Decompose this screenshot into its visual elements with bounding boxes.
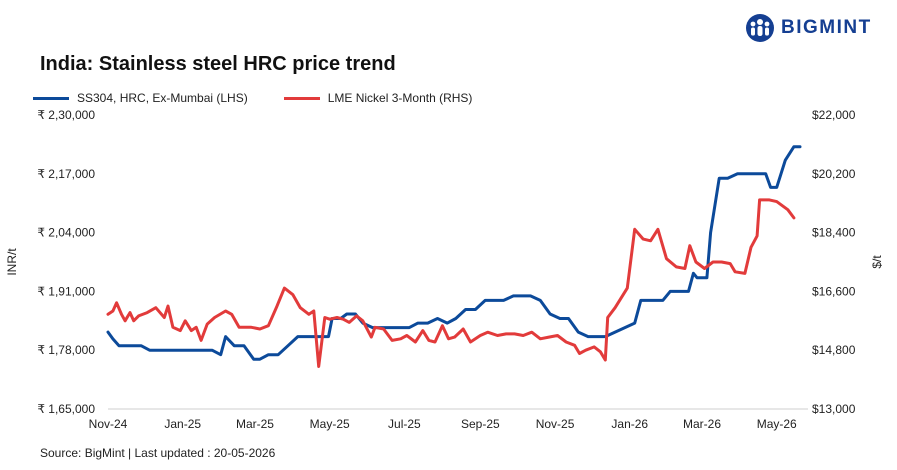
series-line-ss304: [106, 145, 802, 361]
people-group-icon: [746, 14, 774, 42]
x-axis-ticks: Nov-24 Jan-25 Mar-25 May-25 Jul-25 Sep-25 Nov-…: [89, 417, 797, 431]
x-tick-label: Jan-26: [611, 417, 648, 431]
right-tick-label: $20,200: [812, 167, 856, 181]
source-note: Source: BigMint | Last updated : 20-05-2…: [40, 446, 276, 460]
chart-legend: SS304, HRC, Ex-Mumbai (LHS) LME Nickel 3…: [33, 91, 508, 105]
left-tick-label: ₹ 1,91,000: [37, 284, 95, 298]
x-tick-label: May-25: [310, 417, 350, 431]
left-tick-label: ₹ 2,04,000: [37, 226, 95, 240]
legend-item-nickel: LME Nickel 3-Month (RHS): [283, 91, 473, 105]
brand-logo: BIGMINT: [745, 12, 885, 44]
left-tick-label: ₹ 2,30,000: [37, 108, 95, 122]
right-axis-label: $/t: [870, 255, 884, 269]
x-tick-label: Jul-25: [388, 417, 421, 431]
right-tick-label: $22,000: [812, 108, 856, 122]
right-axis-ticks: $13,000 $14,800 $16,600 $18,400 $20,200 $22,0…: [812, 108, 856, 416]
legend-swatch-nickel: [283, 96, 320, 100]
series-lines: [106, 145, 802, 368]
left-tick-label: ₹ 2,17,000: [37, 167, 95, 181]
right-tick-label: $18,400: [812, 226, 856, 240]
x-tick-label: Mar-26: [683, 417, 721, 431]
legend-label-ss304: SS304, HRC, Ex-Mumbai (LHS): [77, 91, 248, 105]
legend-item-ss304: SS304, HRC, Ex-Mumbai (LHS): [33, 91, 248, 105]
x-tick-label: Nov-25: [536, 417, 575, 431]
series-line-nickel: [106, 198, 796, 368]
brand-name: BIGMINT: [781, 17, 872, 38]
x-tick-label: Jan-25: [164, 417, 201, 431]
right-tick-label: $14,800: [812, 343, 856, 357]
right-tick-label: $16,600: [812, 284, 856, 298]
left-axis-label: INR/t: [5, 248, 19, 276]
x-tick-label: May-26: [757, 417, 797, 431]
chart-title: India: Stainless steel HRC price trend: [40, 53, 396, 75]
legend-label-nickel: LME Nickel 3-Month (RHS): [327, 91, 473, 105]
left-axis-ticks: ₹ 1,65,000 ₹ 1,78,000 ₹ 1,91,000 ₹ 2,04,000…: [37, 108, 95, 416]
legend-swatch-ss304: [33, 96, 69, 100]
right-tick-label: $13,000: [812, 402, 856, 416]
left-tick-label: ₹ 1,78,000: [37, 343, 95, 357]
left-tick-label: ₹ 1,65,000: [37, 402, 95, 416]
x-tick-label: Nov-24: [89, 417, 128, 431]
x-tick-label: Mar-25: [236, 417, 274, 431]
x-tick-label: Sep-25: [461, 417, 500, 431]
